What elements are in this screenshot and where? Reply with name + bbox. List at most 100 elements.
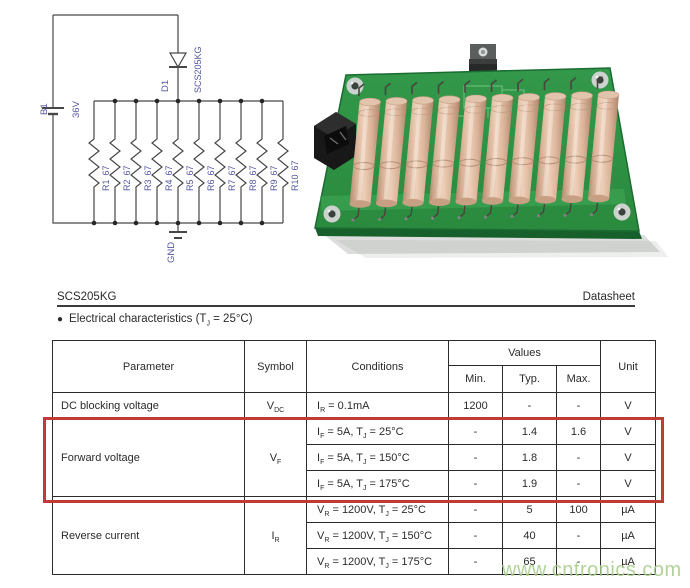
resistor-r2 bbox=[109, 101, 121, 223]
table-row: DC blocking voltage VDC IR = 0.1mA 1200 … bbox=[52, 392, 657, 419]
col-header-max: Max. bbox=[555, 365, 602, 393]
resistor-label-r3: R367 bbox=[143, 165, 153, 191]
resistor-label-r2: R267 bbox=[122, 165, 132, 191]
cylinder-8 bbox=[535, 77, 567, 218]
unit-value: V bbox=[600, 418, 657, 445]
typ-value: 1.9 bbox=[502, 470, 557, 497]
cylinder-5 bbox=[455, 80, 487, 220]
datasheet-header: SCS205KG Datasheet bbox=[57, 285, 635, 307]
col-header-min: Min. bbox=[448, 365, 503, 393]
resistor-r7 bbox=[214, 101, 226, 223]
datasheet-part-number: SCS205KG bbox=[57, 291, 117, 303]
resistor-r3 bbox=[130, 101, 142, 223]
resistor-r8 bbox=[235, 101, 247, 223]
condition-cell: IF = 5A, TJ = 25°C bbox=[306, 418, 449, 445]
min-value: - bbox=[448, 522, 503, 549]
table-row: VR = 1200V, TJ = 175°C - 65 - µA bbox=[53, 548, 657, 575]
min-value: - bbox=[448, 470, 503, 497]
symbol-vf: VF bbox=[244, 418, 307, 497]
cylinder-9 bbox=[561, 76, 593, 217]
resistor-label-r8: R867 bbox=[248, 165, 258, 191]
condition-cell: VR = 1200V, TJ = 175°C bbox=[306, 548, 449, 575]
cylinder-2 bbox=[376, 82, 408, 221]
diode-symbol bbox=[168, 52, 188, 69]
condition-cell: IR = 0.1mA bbox=[306, 392, 449, 419]
resistor-cylinders bbox=[349, 76, 620, 222]
pcb-photo bbox=[314, 44, 668, 258]
cylinder-10 bbox=[588, 76, 620, 217]
typ-value: - bbox=[502, 392, 557, 419]
col-header-parameter: Parameter bbox=[52, 340, 245, 393]
resistor-r9 bbox=[256, 101, 268, 223]
resistor-r4 bbox=[151, 101, 163, 223]
condition-cell: VR = 1200V, TJ = 150°C bbox=[306, 522, 449, 549]
cylinder-6 bbox=[482, 79, 514, 219]
resistor-label-r7: R767 bbox=[227, 165, 237, 191]
unit-value: V bbox=[600, 444, 657, 471]
min-value: 1200 bbox=[448, 392, 503, 419]
col-header-values: Values bbox=[447, 340, 602, 366]
symbol-ir: IR bbox=[244, 496, 307, 575]
resistor-label-r5: R567 bbox=[185, 165, 195, 191]
resistor-r5 bbox=[172, 101, 184, 223]
resistor-label-r6: R667 bbox=[206, 165, 216, 191]
typ-value: 5 bbox=[502, 496, 557, 523]
min-value: - bbox=[448, 418, 503, 445]
param-dc-blocking-voltage: DC blocking voltage bbox=[52, 392, 245, 419]
unit-value: V bbox=[600, 392, 657, 419]
unit-value: µA bbox=[600, 548, 657, 575]
max-value: 100 bbox=[555, 496, 602, 523]
param-reverse-current: Reverse current bbox=[52, 496, 245, 575]
table-row: Forward voltage VF IF = 5A, TJ = 25°C - … bbox=[52, 418, 657, 497]
col-header-typ: Typ. bbox=[502, 365, 557, 393]
condition-cell: IF = 5A, TJ = 175°C bbox=[306, 470, 449, 497]
table-row: VR = 1200V, TJ = 150°C - 40 - µA bbox=[53, 522, 657, 549]
resistor-label-r1: R167 bbox=[101, 165, 111, 191]
condition-cell: VR = 1200V, TJ = 25°C bbox=[306, 496, 449, 523]
connector bbox=[314, 112, 356, 170]
watermark: www.cntronics.com bbox=[502, 559, 682, 581]
col-header-symbol: Symbol bbox=[244, 340, 307, 393]
table-row: IF = 5A, TJ = 150°C - 1.8 - V bbox=[53, 444, 657, 471]
resistor-r6 bbox=[193, 101, 205, 223]
schematic-wires bbox=[42, 14, 289, 239]
junction-dots bbox=[91, 98, 265, 226]
unit-value: µA bbox=[600, 522, 657, 549]
min-value: - bbox=[448, 496, 503, 523]
characteristics-table: Parameter Symbol Conditions Values Unit … bbox=[52, 340, 657, 575]
col-header-conditions: Conditions bbox=[306, 340, 449, 393]
bullet-icon: ● bbox=[57, 314, 64, 325]
diode-ref-label: D1 bbox=[160, 80, 171, 92]
typ-value: 40 bbox=[502, 522, 557, 549]
section-title: ● Electrical characteristics (TJ = 25°C) bbox=[57, 313, 253, 328]
max-value: 1.6 bbox=[555, 418, 602, 445]
cylinder-4 bbox=[429, 80, 461, 220]
table-row: Reverse current IR VR = 1200V, TJ = 25°C… bbox=[52, 496, 657, 575]
max-value: - bbox=[555, 444, 602, 471]
datasheet-doc-type: Datasheet bbox=[582, 291, 635, 303]
cylinder-7 bbox=[508, 78, 540, 218]
unit-value: µA bbox=[600, 496, 657, 523]
typ-value: 1.4 bbox=[502, 418, 557, 445]
resistor-label-r10: R1067 bbox=[290, 160, 300, 191]
resistor-label-r4: R467 bbox=[164, 165, 174, 191]
cylinder-3 bbox=[402, 81, 434, 221]
max-value: - bbox=[555, 470, 602, 497]
resistor-r10 bbox=[277, 101, 289, 223]
battery-voltage-label: 36V bbox=[71, 100, 82, 118]
min-value: - bbox=[448, 548, 503, 575]
table-row: IF = 5A, TJ = 175°C - 1.9 - V bbox=[53, 470, 657, 497]
symbol-vdc: VDC bbox=[244, 392, 307, 419]
resistor-label-r9: R967 bbox=[269, 165, 279, 191]
max-value: - bbox=[555, 522, 602, 549]
max-value: - bbox=[555, 392, 602, 419]
condition-cell: IF = 5A, TJ = 150°C bbox=[306, 444, 449, 471]
cylinder-1 bbox=[349, 83, 381, 222]
battery-ref-label: B1 bbox=[39, 103, 50, 115]
typ-value: 1.8 bbox=[502, 444, 557, 471]
unit-value: V bbox=[600, 470, 657, 497]
param-forward-voltage: Forward voltage bbox=[52, 418, 245, 497]
max-value: - bbox=[555, 548, 602, 575]
diode-part-label: SCS205KG bbox=[193, 46, 203, 93]
